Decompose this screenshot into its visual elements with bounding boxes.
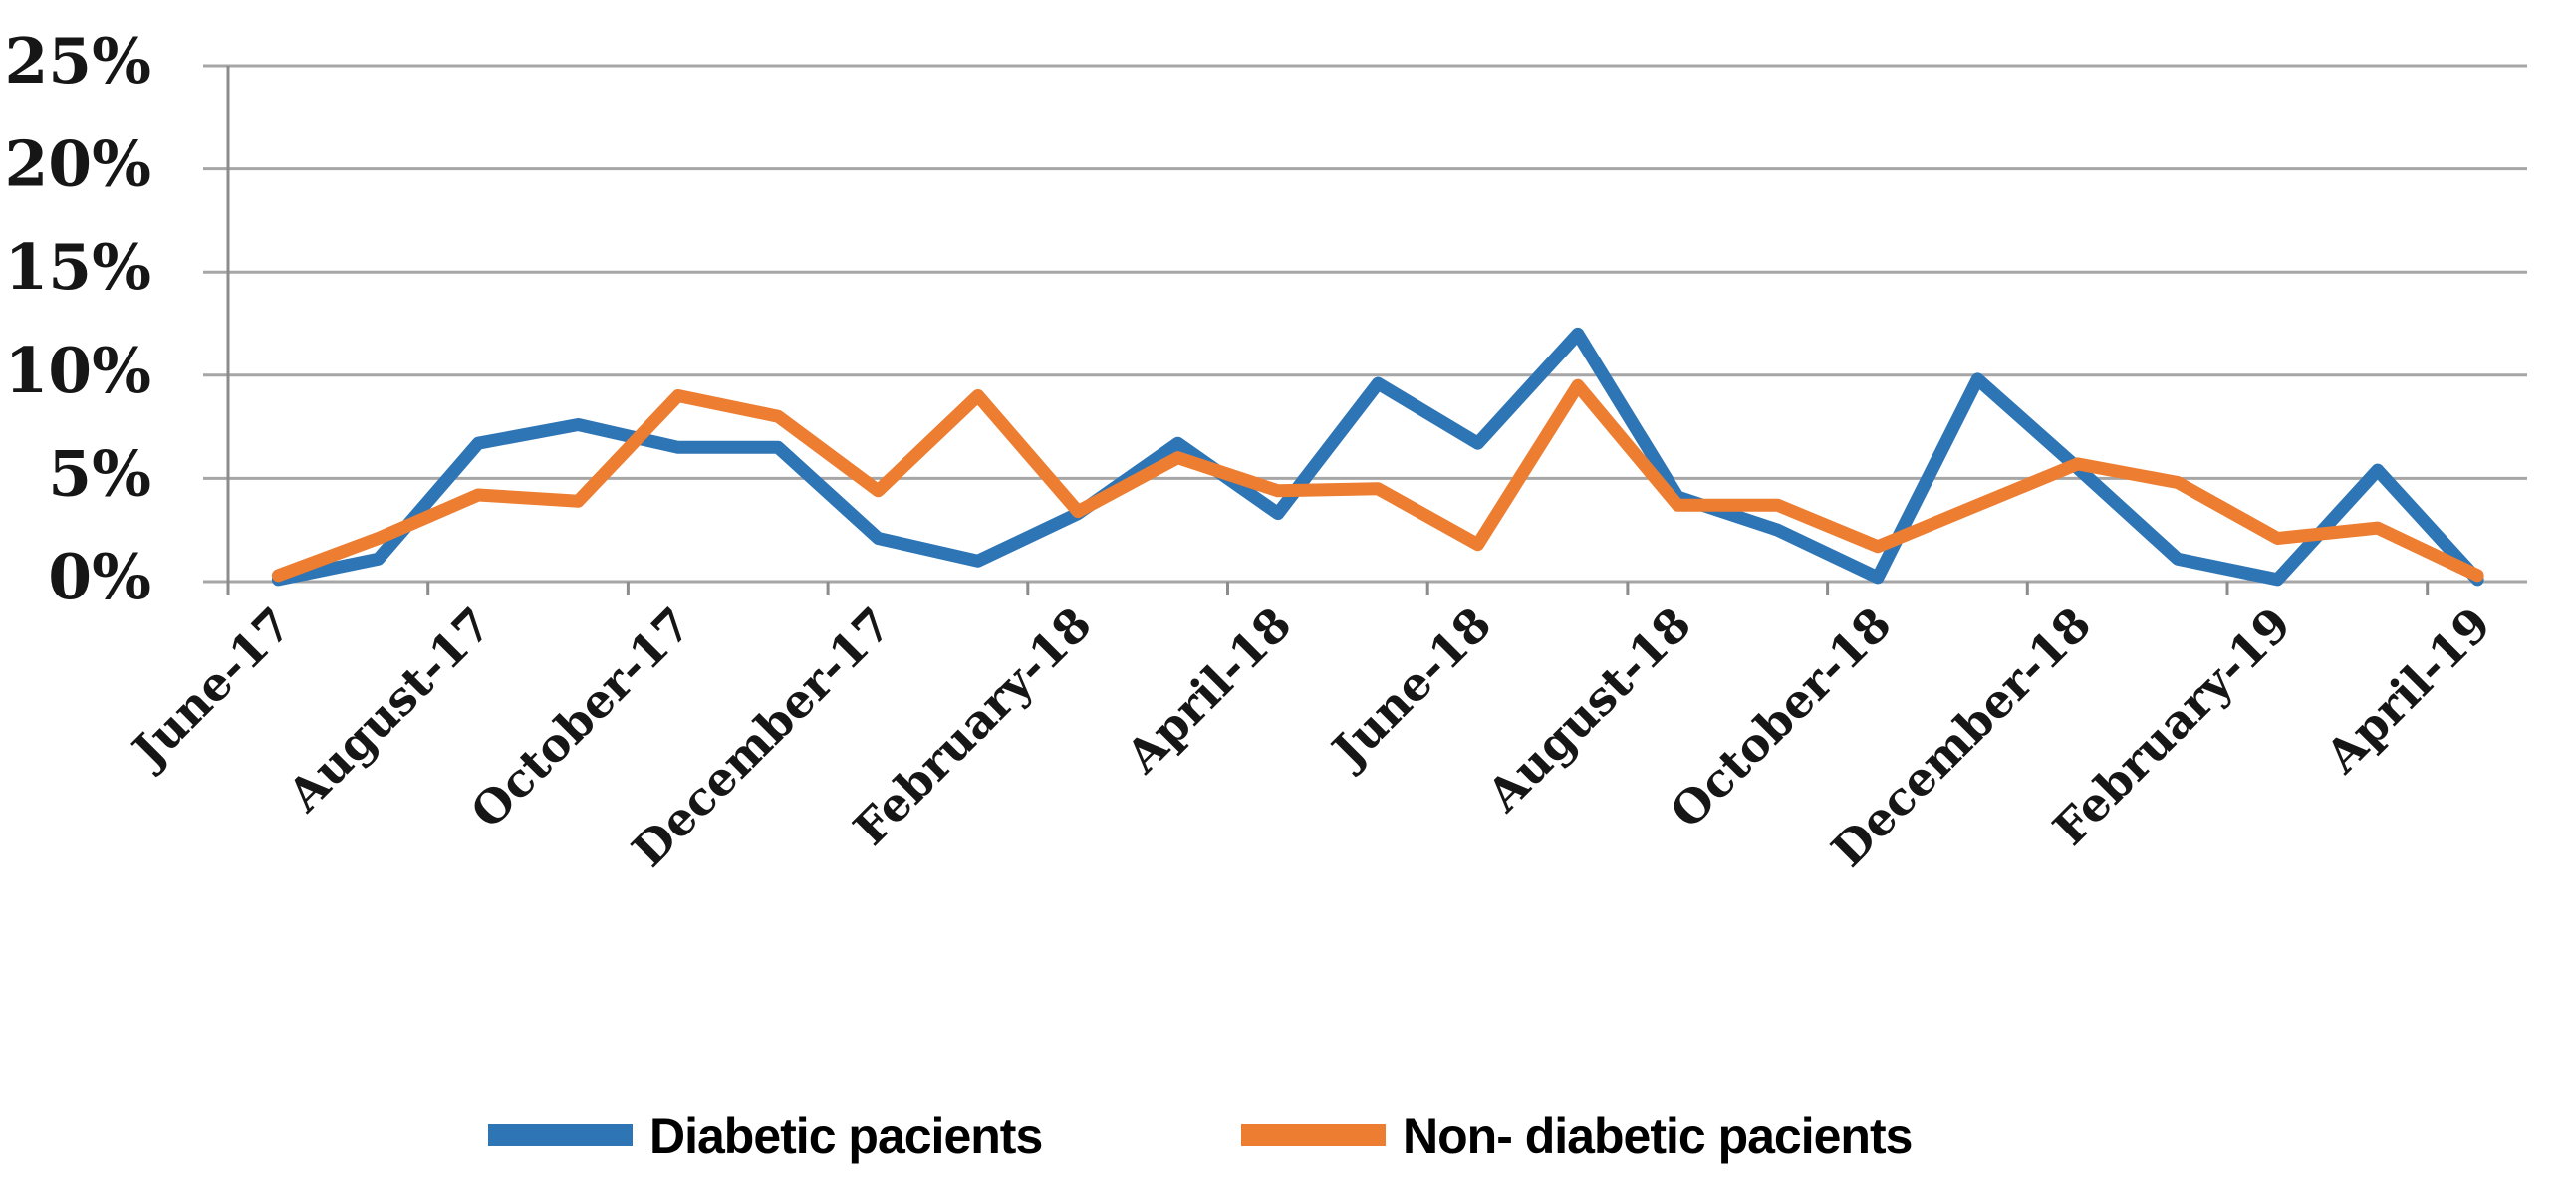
legend-label-diabetic: Diabetic pacients	[649, 1108, 1042, 1164]
legend-swatch-diabetic	[488, 1124, 633, 1146]
legend-label-non-diabetic: Non- diabetic pacients	[1403, 1108, 1912, 1164]
x-axis-labels: June-17August-17October-17December-17Feb…	[120, 597, 2501, 877]
x-tick-label: August-18	[1476, 597, 1701, 823]
y-tick-label: 0%	[48, 540, 151, 613]
y-tick-label: 25%	[4, 24, 151, 98]
x-axis-ticks	[226, 582, 2430, 595]
y-axis-labels: 0% 5% 10% 15% 20% 25%	[4, 24, 151, 613]
legend: Diabetic pacients Non- diabetic pacients	[488, 1108, 1913, 1164]
x-tick-label: June-18	[1319, 597, 1501, 780]
x-tick-label: April-18	[1115, 597, 1301, 784]
x-tick-label: June-17	[120, 597, 302, 780]
y-tick-label: 15%	[4, 230, 151, 304]
x-tick-label: April-19	[2314, 597, 2500, 784]
y-tick-label: 5%	[48, 436, 151, 510]
series-line-non-diabetic	[271, 378, 2484, 583]
legend-swatch-non-diabetic	[1241, 1124, 1386, 1146]
y-tick-label: 10%	[4, 334, 151, 407]
y-tick-label: 20%	[4, 127, 151, 201]
series-line-diabetic	[271, 327, 2484, 587]
x-tick-label: August-17	[277, 597, 502, 823]
gridlines	[203, 64, 2527, 584]
